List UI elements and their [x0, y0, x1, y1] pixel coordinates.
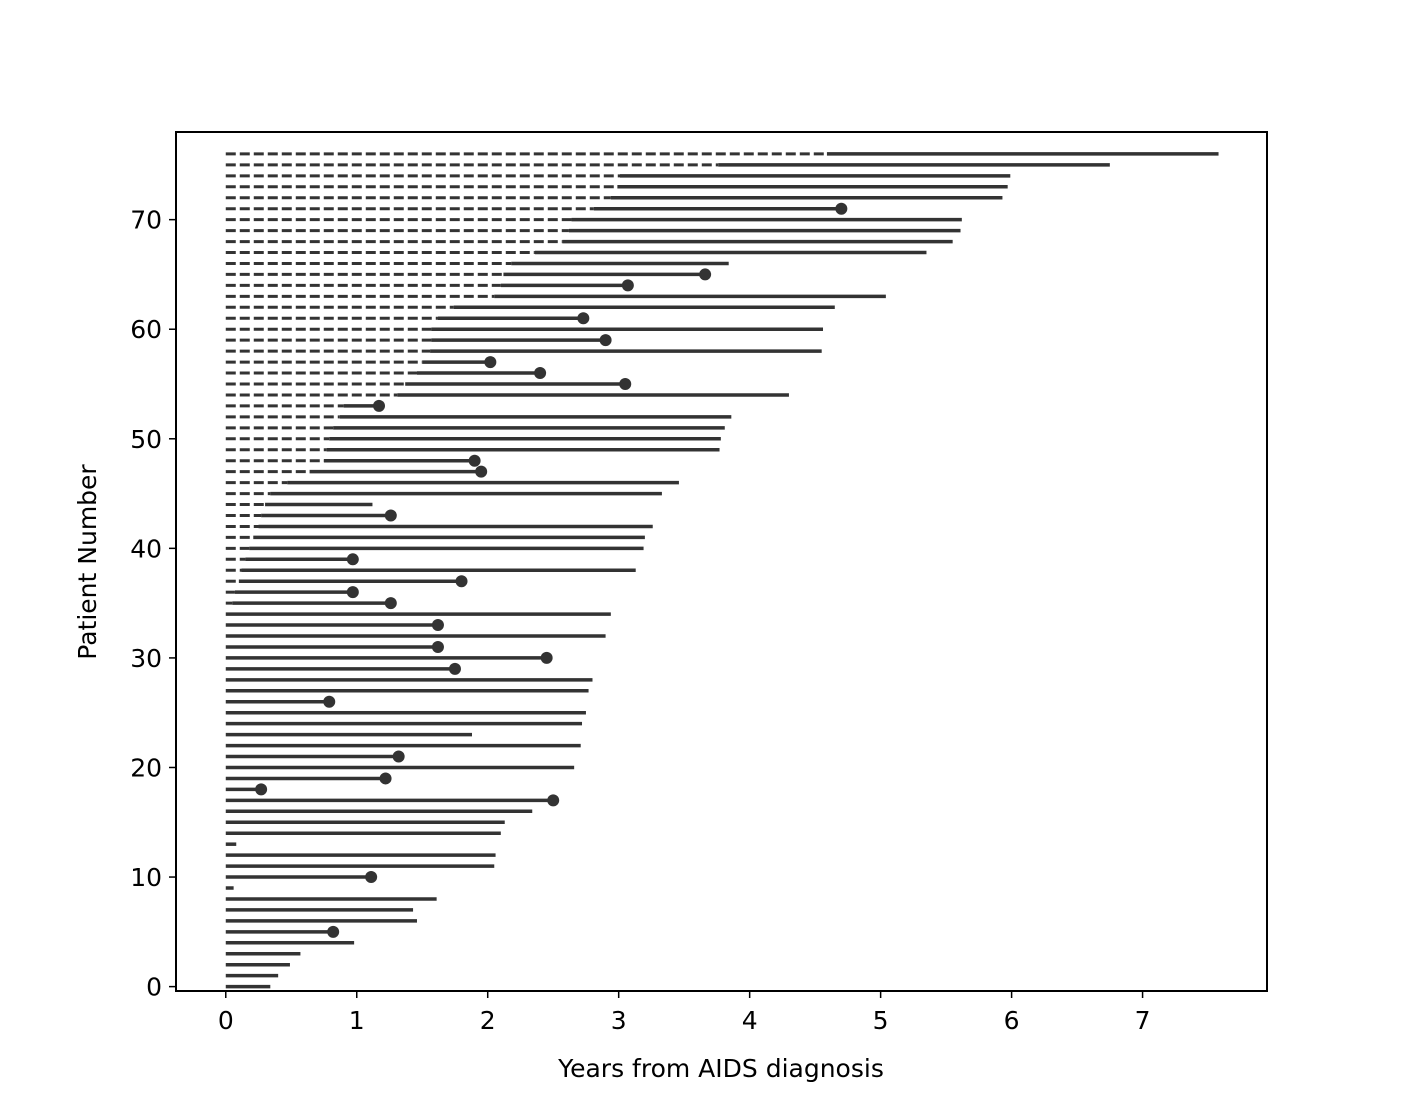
- x-tick-label: 2: [480, 1006, 496, 1035]
- y-tick-label: 10: [130, 863, 162, 892]
- patient-57-event-marker: [484, 356, 497, 369]
- patient-19-event-marker: [379, 772, 392, 785]
- y-tick-label: 60: [130, 315, 162, 344]
- patient-65-event-marker: [699, 268, 712, 281]
- patient-61-event-marker: [577, 312, 590, 325]
- y-tick-label: 50: [130, 425, 162, 454]
- x-tick-label: 0: [218, 1006, 234, 1035]
- x-tick-label: 1: [349, 1006, 365, 1035]
- patient-21-event-marker: [392, 750, 405, 763]
- patient-43-event-marker: [384, 509, 397, 522]
- x-tick-label: 6: [1004, 1006, 1020, 1035]
- x-axis-label: Years from AIDS diagnosis: [557, 1054, 884, 1083]
- patient-47-event-marker: [475, 465, 488, 478]
- patient-53-event-marker: [373, 399, 386, 412]
- x-axis: 0 1 2 3 4 5 6 7: [218, 991, 1151, 1035]
- y-tick-label: 40: [130, 534, 162, 563]
- patient-36-event-marker: [346, 586, 359, 599]
- patient-59-event-marker: [599, 334, 612, 347]
- patient-29-event-marker: [448, 662, 461, 675]
- patient-33-event-marker: [431, 619, 444, 632]
- y-tick-label: 20: [130, 753, 162, 782]
- patient-48-event-marker: [468, 454, 481, 467]
- patient-30-event-marker: [540, 651, 553, 664]
- y-tick-label: 30: [130, 644, 162, 673]
- patient-18-event-marker: [255, 783, 268, 796]
- patient-39-event-marker: [346, 553, 359, 566]
- patient-5-event-marker: [327, 925, 340, 938]
- y-tick-label: 0: [146, 973, 162, 1002]
- y-axis: 0 10 20 30 40 50 60 70: [130, 206, 176, 1002]
- x-tick-label: 5: [873, 1006, 889, 1035]
- patient-31-event-marker: [431, 640, 444, 653]
- patient-10-event-marker: [365, 871, 378, 884]
- patient-35-event-marker: [384, 597, 397, 610]
- plot-frame: [175, 131, 1268, 992]
- x-tick-label: 3: [611, 1006, 627, 1035]
- patient-55-event-marker: [619, 378, 632, 391]
- y-axis-label: Patient Number: [73, 464, 102, 660]
- patient-71-event-marker: [835, 202, 848, 215]
- patient-56-event-marker: [534, 367, 547, 380]
- patient-37-event-marker: [455, 575, 468, 588]
- y-tick-label: 70: [130, 206, 162, 235]
- patient-64-event-marker: [621, 279, 634, 292]
- x-tick-label: 4: [742, 1006, 758, 1035]
- plot-marks: [225, 152, 1219, 989]
- x-tick-label: 7: [1135, 1006, 1151, 1035]
- patient-17-event-marker: [547, 794, 560, 807]
- patient-26-event-marker: [323, 695, 336, 708]
